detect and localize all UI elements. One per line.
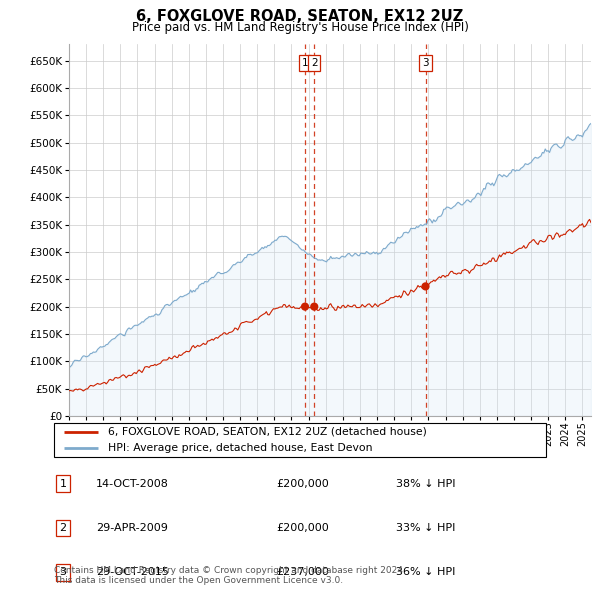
Text: Price paid vs. HM Land Registry's House Price Index (HPI): Price paid vs. HM Land Registry's House …	[131, 21, 469, 34]
FancyBboxPatch shape	[54, 423, 546, 457]
Text: 3: 3	[422, 58, 429, 68]
Text: 36% ↓ HPI: 36% ↓ HPI	[396, 568, 455, 577]
Text: Contains HM Land Registry data © Crown copyright and database right 2024.
This d: Contains HM Land Registry data © Crown c…	[54, 566, 406, 585]
Point	[421, 281, 430, 291]
Text: 33% ↓ HPI: 33% ↓ HPI	[396, 523, 455, 533]
Text: 3: 3	[59, 568, 67, 577]
Text: 14-OCT-2008: 14-OCT-2008	[96, 479, 169, 489]
Text: 29-OCT-2015: 29-OCT-2015	[96, 568, 169, 577]
Text: £237,000: £237,000	[276, 568, 329, 577]
Text: 2: 2	[59, 523, 67, 533]
Text: 6, FOXGLOVE ROAD, SEATON, EX12 2UZ (detached house): 6, FOXGLOVE ROAD, SEATON, EX12 2UZ (deta…	[108, 427, 427, 437]
Text: £200,000: £200,000	[276, 479, 329, 489]
Text: 6, FOXGLOVE ROAD, SEATON, EX12 2UZ: 6, FOXGLOVE ROAD, SEATON, EX12 2UZ	[136, 9, 464, 24]
Point	[300, 302, 310, 312]
Text: HPI: Average price, detached house, East Devon: HPI: Average price, detached house, East…	[108, 443, 373, 453]
Text: 1: 1	[302, 58, 308, 68]
Text: 2: 2	[311, 58, 317, 68]
Text: £200,000: £200,000	[276, 523, 329, 533]
Text: 38% ↓ HPI: 38% ↓ HPI	[396, 479, 455, 489]
Point	[310, 302, 319, 312]
Text: 1: 1	[59, 479, 67, 489]
Text: 29-APR-2009: 29-APR-2009	[96, 523, 168, 533]
